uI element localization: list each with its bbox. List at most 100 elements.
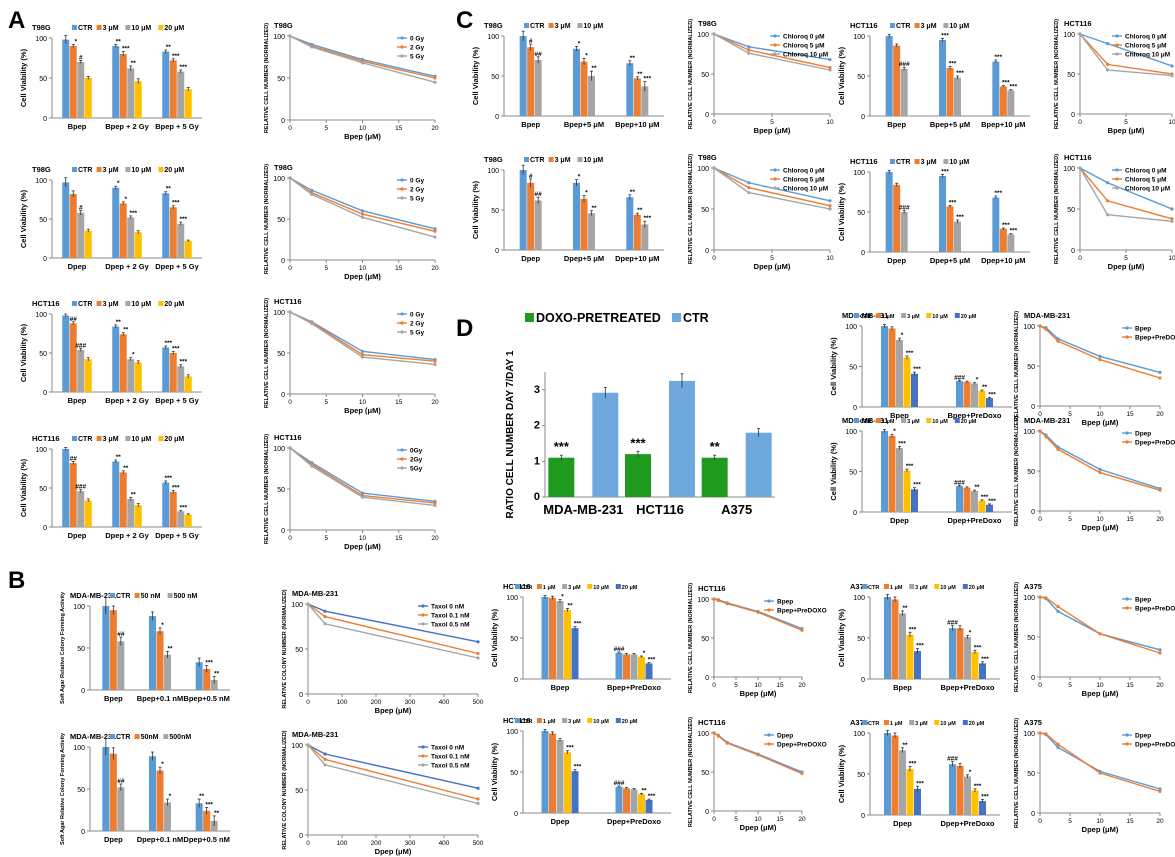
legend-swatch xyxy=(134,734,140,739)
legend-swatch xyxy=(901,313,907,318)
bar xyxy=(534,60,542,116)
significance-mark: ## xyxy=(70,316,78,323)
legend-swatch xyxy=(167,593,173,598)
significance-mark: *** xyxy=(909,761,917,768)
legend-label: Bpep xyxy=(1135,326,1151,333)
significance-mark: ** xyxy=(982,384,988,391)
data-point xyxy=(800,771,804,776)
bar xyxy=(119,203,127,258)
y-tick-label: 50 xyxy=(701,207,709,214)
legend-label: Chloroq 10 μM xyxy=(1125,52,1170,59)
legend-label: 3 μM xyxy=(555,23,571,30)
legend-label: 3 μM xyxy=(915,585,928,591)
data-point xyxy=(1098,471,1102,475)
legend-swatch xyxy=(914,23,920,28)
bar xyxy=(556,740,564,813)
data-point xyxy=(1170,64,1174,68)
series-line xyxy=(289,35,436,78)
significance-mark: *** xyxy=(648,793,656,800)
significance-mark: *** xyxy=(205,801,213,808)
data-point xyxy=(360,495,365,499)
y-tick-label: 50 xyxy=(277,487,285,494)
chart-title: T98G xyxy=(274,163,293,172)
x-tick-label: 15 xyxy=(395,125,403,132)
category-label: Dpep xyxy=(521,254,540,263)
bar xyxy=(162,482,170,527)
significance-mark: * xyxy=(976,377,979,384)
chart-title: HCT116 xyxy=(1064,19,1092,28)
legend-label: 20 μM xyxy=(969,721,985,727)
y-tick-label: 0 xyxy=(281,392,285,399)
legend-swatch xyxy=(934,720,940,725)
x-tick-label: 0 xyxy=(1038,516,1042,523)
legend-swatch xyxy=(862,720,867,725)
legend-swatch xyxy=(125,301,131,306)
bar xyxy=(638,794,645,813)
category-label: Bpep+10 μM xyxy=(615,120,659,129)
data-point xyxy=(433,227,437,231)
legend-label: 20 μM xyxy=(164,167,184,174)
bar xyxy=(117,787,125,831)
y-tick-label: 0 xyxy=(1031,509,1035,516)
data-point xyxy=(712,32,716,36)
legend-marker xyxy=(773,168,777,172)
data-point xyxy=(1158,787,1162,791)
legend-marker xyxy=(767,733,771,737)
data-point xyxy=(1158,648,1162,652)
legend-swatch xyxy=(125,167,131,172)
significance-mark: ** xyxy=(116,454,122,461)
legend-label: 3 μM xyxy=(103,301,119,308)
x-tick-label: 10 xyxy=(359,265,367,272)
legend-label: 3 μM xyxy=(103,167,119,174)
y-tick-label: 50 xyxy=(1027,771,1035,778)
significance-mark: ** xyxy=(630,55,636,62)
x-tick-label: 0 xyxy=(288,535,292,542)
bar xyxy=(162,347,170,392)
chart-title: T98G xyxy=(274,21,293,30)
legend-label: CTR xyxy=(78,436,92,443)
legend-label: CTR xyxy=(860,314,871,320)
significance-mark: *** xyxy=(164,340,172,347)
data-point xyxy=(1056,742,1060,746)
y-tick-label: 100 xyxy=(291,602,303,609)
significance-mark: *** xyxy=(648,657,656,664)
y-tick-label: 0 xyxy=(281,118,285,125)
data-point xyxy=(476,656,480,660)
legend-label: 500nM xyxy=(169,734,191,741)
legend-label: CTR xyxy=(116,593,130,600)
bar xyxy=(177,223,185,258)
bar xyxy=(893,45,901,116)
data-point xyxy=(747,48,751,52)
x-tick-label: 0 xyxy=(306,840,310,847)
bar xyxy=(645,799,653,813)
y-tick-label: 100 xyxy=(35,447,47,454)
x-tick-label: 20 xyxy=(431,265,439,272)
x-tick-label: 15 xyxy=(776,682,784,689)
y-tick-label: 50 xyxy=(1067,72,1075,79)
y-tick-label: 50 xyxy=(491,74,499,81)
data-point xyxy=(747,191,751,195)
x-tick-label: 300 xyxy=(405,840,416,847)
bar xyxy=(184,514,192,527)
significance-mark: ** xyxy=(214,810,220,817)
x-tick-label: 200 xyxy=(371,840,382,847)
y-tick-label: 100 xyxy=(853,170,865,177)
chart-title: HCT116 xyxy=(698,718,726,727)
y-tick-label: 100 xyxy=(853,34,865,41)
category-label: Bpep xyxy=(551,683,570,692)
y-tick-label: 50 xyxy=(77,787,85,794)
category-label: Dpep xyxy=(893,819,912,828)
x-tick-label: 20 xyxy=(798,816,806,823)
x-axis-label: Dpep (μM) xyxy=(1082,825,1119,834)
bar xyxy=(949,628,956,679)
legend-swatch xyxy=(72,167,77,172)
legend-swatch xyxy=(883,720,889,725)
legend-marker xyxy=(400,330,404,334)
